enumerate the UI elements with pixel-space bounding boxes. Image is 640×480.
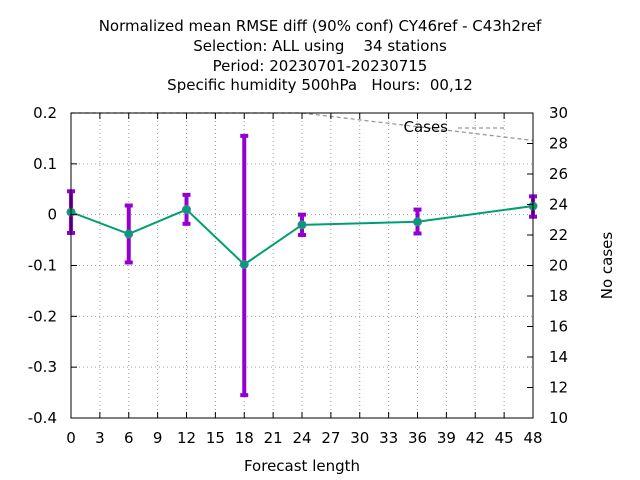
- y2-tick-label: 20: [549, 257, 568, 275]
- x-tick-label: 21: [264, 429, 283, 447]
- data-point: [182, 205, 191, 215]
- y2-tick-label: 10: [549, 409, 568, 427]
- y-tick-label: -0.4: [28, 409, 57, 427]
- x-tick-label: 36: [408, 429, 427, 447]
- legend: Cases: [403, 118, 506, 136]
- data-point: [413, 217, 422, 227]
- axes: 0 3 6 9 12 15 18 21 24 27 30 33 36 39 42 45 48-0.4-0.3-0…: [28, 104, 568, 447]
- x-tick-label: 0: [66, 429, 76, 447]
- y2-tick-label: 14: [549, 348, 568, 366]
- title-line-1: Normalized mean RMSE diff (90% conf) CY4…: [98, 17, 542, 35]
- x-tick-label: 27: [321, 429, 340, 447]
- x-tick-label: 15: [206, 429, 225, 447]
- y2-tick-label: 12: [549, 379, 568, 397]
- x-tick-label: 6: [124, 429, 134, 447]
- title-line-3: Period: 20230701-20230715: [212, 57, 428, 75]
- data-point: [239, 259, 249, 269]
- y-tick-label: 0: [47, 206, 57, 224]
- x-tick-label: 42: [466, 429, 485, 447]
- x-tick-label: 48: [523, 429, 542, 447]
- x-tick-label: 30: [350, 429, 369, 447]
- x-tick-label: 39: [437, 429, 456, 447]
- y2-tick-label: 16: [549, 318, 568, 336]
- y2-tick-label: 28: [549, 135, 568, 153]
- y2-tick-label: 30: [549, 104, 568, 122]
- y-tick-label: 0.2: [33, 104, 57, 122]
- title-line-4: Specific humidity 500hPa Hours: 00,12: [167, 76, 473, 94]
- y2-tick-label: 24: [549, 196, 568, 214]
- title-line-2: Selection: ALL using 34 stations: [193, 37, 447, 55]
- y-tick-label: 0.1: [33, 155, 57, 173]
- x-tick-label: 18: [235, 429, 254, 447]
- y2-tick-label: 22: [549, 226, 568, 244]
- x-tick-label: 9: [153, 429, 163, 447]
- y-tick-label: -0.2: [28, 307, 57, 325]
- x-tick-label: 24: [292, 429, 311, 447]
- data-point: [297, 220, 307, 230]
- x-tick-label: 33: [379, 429, 398, 447]
- grid: [71, 113, 533, 418]
- y2-axis-label: No cases: [598, 232, 616, 300]
- y2-tick-label: 18: [549, 287, 568, 305]
- x-axis-label: Forecast length: [244, 457, 360, 475]
- y2-tick-label: 26: [549, 165, 568, 183]
- x-tick-label: 12: [177, 429, 196, 447]
- data-point: [124, 229, 134, 239]
- x-tick-label: 45: [495, 429, 514, 447]
- y-tick-label: -0.1: [28, 257, 57, 275]
- y-tick-label: -0.3: [28, 358, 57, 376]
- x-tick-label: 3: [95, 429, 105, 447]
- legend-label-cases: Cases: [403, 118, 448, 136]
